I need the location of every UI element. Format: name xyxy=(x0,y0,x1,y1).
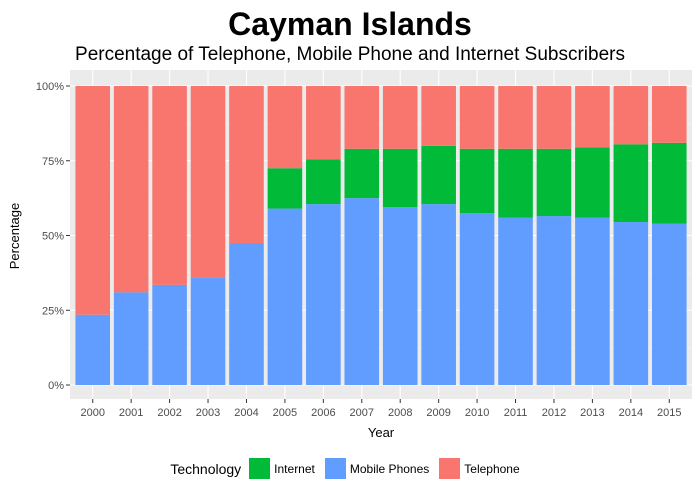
x-tick-label: 2001 xyxy=(119,407,143,419)
bar-mobile-phones-2003 xyxy=(190,277,226,385)
legend-item-telephone: Telephone xyxy=(439,458,520,479)
bar-internet-2007 xyxy=(344,148,380,199)
bar-mobile-phones-2000 xyxy=(75,314,111,385)
bar-mobile-phones-2004 xyxy=(229,242,264,385)
chart-title: Cayman Islands xyxy=(228,6,472,42)
chart-subtitle: Percentage of Telephone, Mobile Phone an… xyxy=(75,44,625,65)
legend-label-mobile-phones: Mobile Phones xyxy=(349,461,430,476)
bar-internet-2012 xyxy=(536,148,572,217)
x-axis-title: Year xyxy=(368,425,395,440)
x-tick-label: 2009 xyxy=(426,407,450,419)
bar-internet-2010 xyxy=(459,148,495,214)
bar-telephone-2003 xyxy=(190,86,226,278)
y-tick-label: 50% xyxy=(42,231,64,243)
bar-mobile-phones-2005 xyxy=(267,208,303,385)
legend-title: Technology xyxy=(170,460,242,477)
bar-telephone-2007 xyxy=(344,86,380,149)
bars xyxy=(75,86,687,385)
legend-label-internet: Internet xyxy=(274,461,315,476)
x-axis-ticks: 2000 2001 2002 2003 2004 2005 2006 2007 2008 2009… xyxy=(80,399,682,419)
legend: Technology Internet Mobile Phones Teleph… xyxy=(0,458,700,479)
x-tick-label: 2004 xyxy=(234,407,258,419)
x-tick-label: 2000 xyxy=(80,407,104,419)
bar-telephone-2001 xyxy=(113,86,149,293)
y-tick-label: 75% xyxy=(42,156,64,168)
bar-telephone-2002 xyxy=(152,86,187,285)
y-axis-ticks: 0% 25% 50% 75% 100% xyxy=(36,81,70,392)
bar-mobile-phones-2002 xyxy=(152,284,187,385)
x-tick-label: 2015 xyxy=(657,407,681,419)
legend-label-telephone: Telephone xyxy=(464,461,520,476)
legend-item-internet: Internet xyxy=(249,458,315,479)
x-tick-label: 2011 xyxy=(504,407,528,419)
bar-internet-2005 xyxy=(267,168,303,209)
bar-internet-2009 xyxy=(421,145,456,205)
x-tick-label: 2014 xyxy=(619,407,643,419)
bar-telephone-2011 xyxy=(498,86,533,149)
x-tick-label: 2006 xyxy=(311,407,335,419)
y-tick-label: 0% xyxy=(48,380,64,392)
x-tick-label: 2005 xyxy=(273,407,297,419)
bar-mobile-phones-2006 xyxy=(306,204,341,385)
bar-telephone-2015 xyxy=(651,86,687,143)
x-tick-label: 2007 xyxy=(350,407,374,419)
y-axis-title: Percentage xyxy=(7,203,22,270)
x-tick-label: 2008 xyxy=(388,407,412,419)
legend-key-mobile-phones xyxy=(324,458,346,479)
bar-telephone-2012 xyxy=(536,86,572,149)
bar-internet-2011 xyxy=(498,148,533,218)
bar-mobile-phones-2012 xyxy=(536,216,572,385)
legend-key-internet xyxy=(249,458,271,479)
bar-internet-2014 xyxy=(613,144,649,223)
bar-telephone-2009 xyxy=(421,86,456,146)
bar-mobile-phones-2011 xyxy=(498,217,533,385)
bar-mobile-phones-2015 xyxy=(651,223,687,385)
bar-mobile-phones-2013 xyxy=(575,217,610,385)
legend-key-telephone xyxy=(439,458,461,479)
bar-internet-2013 xyxy=(575,147,610,218)
x-tick-label: 2002 xyxy=(157,407,181,419)
x-tick-label: 2012 xyxy=(542,407,566,419)
x-tick-label: 2003 xyxy=(196,407,220,419)
y-tick-label: 100% xyxy=(36,81,64,93)
bar-telephone-2006 xyxy=(306,86,341,160)
bar-telephone-2000 xyxy=(75,86,111,315)
bar-mobile-phones-2007 xyxy=(344,198,380,385)
bar-internet-2006 xyxy=(306,159,341,205)
x-tick-label: 2010 xyxy=(465,407,489,419)
bar-mobile-phones-2010 xyxy=(459,213,495,385)
bar-telephone-2004 xyxy=(229,86,264,243)
bar-internet-2015 xyxy=(651,142,687,224)
bar-mobile-phones-2008 xyxy=(382,207,418,385)
bar-telephone-2005 xyxy=(267,86,303,169)
x-tick-label: 2013 xyxy=(580,407,604,419)
bar-mobile-phones-2014 xyxy=(613,222,649,385)
bar-telephone-2013 xyxy=(575,86,610,148)
bar-telephone-2014 xyxy=(613,86,649,145)
bar-mobile-phones-2009 xyxy=(421,204,456,385)
y-tick-label: 25% xyxy=(42,305,64,317)
bar-internet-2008 xyxy=(382,148,418,208)
bar-mobile-phones-2001 xyxy=(113,292,149,385)
bar-telephone-2008 xyxy=(382,86,418,149)
legend-item-mobile-phones: Mobile Phones xyxy=(324,458,430,479)
bar-telephone-2010 xyxy=(459,86,495,149)
